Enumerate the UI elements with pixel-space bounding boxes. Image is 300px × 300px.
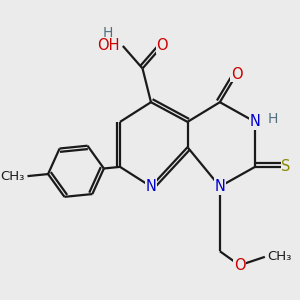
Text: N: N: [214, 179, 225, 194]
Text: O: O: [234, 258, 245, 273]
Text: H: H: [268, 112, 278, 125]
Text: N: N: [250, 114, 260, 129]
Text: H: H: [102, 26, 112, 40]
Text: CH₃: CH₃: [268, 250, 292, 263]
Text: OH: OH: [98, 38, 120, 53]
Text: CH₃: CH₃: [0, 169, 25, 183]
Text: O: O: [231, 67, 242, 82]
Text: N: N: [146, 179, 156, 194]
Text: O: O: [156, 38, 168, 53]
Text: S: S: [281, 159, 291, 174]
